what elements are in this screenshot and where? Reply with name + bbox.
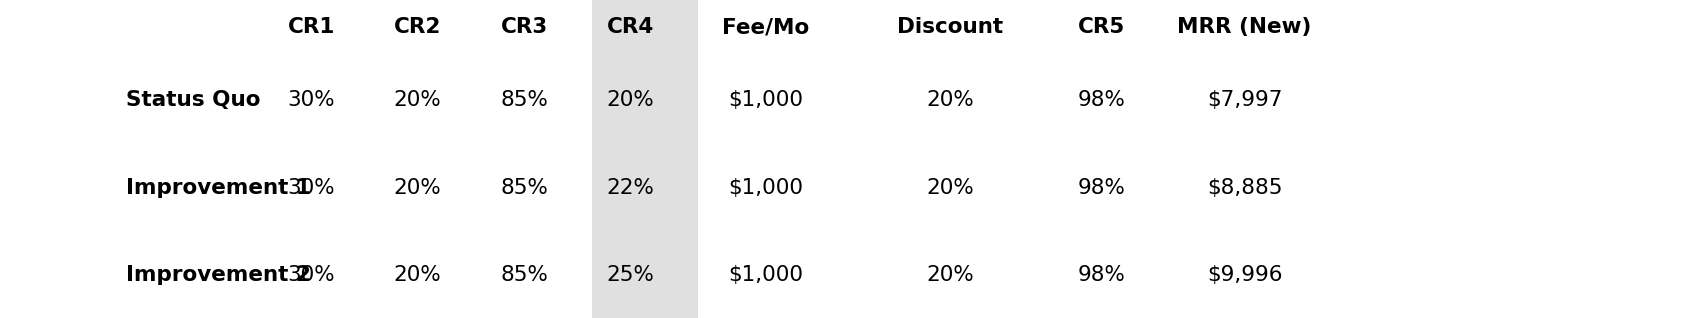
- Text: 20%: 20%: [927, 90, 974, 110]
- Text: Improvement 1: Improvement 1: [126, 178, 311, 197]
- Text: 20%: 20%: [607, 90, 654, 110]
- Text: 85%: 85%: [501, 178, 548, 197]
- Text: 30%: 30%: [288, 265, 335, 285]
- Text: 85%: 85%: [501, 265, 548, 285]
- Text: 85%: 85%: [501, 90, 548, 110]
- Text: Improvement 2: Improvement 2: [126, 265, 311, 285]
- Text: 20%: 20%: [394, 178, 441, 197]
- Text: $1,000: $1,000: [728, 265, 802, 285]
- Text: Fee/Mo: Fee/Mo: [722, 17, 809, 37]
- Bar: [592, 0, 698, 318]
- Text: 20%: 20%: [394, 90, 441, 110]
- Text: 20%: 20%: [927, 265, 974, 285]
- Text: 30%: 30%: [288, 90, 335, 110]
- Text: $1,000: $1,000: [728, 178, 802, 197]
- Text: $9,996: $9,996: [1208, 265, 1282, 285]
- Text: 25%: 25%: [607, 265, 654, 285]
- Text: CR2: CR2: [394, 17, 441, 37]
- Text: $1,000: $1,000: [728, 90, 802, 110]
- Text: 98%: 98%: [1078, 90, 1125, 110]
- Text: 22%: 22%: [607, 178, 654, 197]
- Text: MRR (New): MRR (New): [1177, 17, 1312, 37]
- Text: 20%: 20%: [394, 265, 441, 285]
- Text: 30%: 30%: [288, 178, 335, 197]
- Text: CR1: CR1: [288, 17, 335, 37]
- Text: Discount: Discount: [897, 17, 1004, 37]
- Text: $8,885: $8,885: [1208, 178, 1282, 197]
- Text: Status Quo: Status Quo: [126, 90, 261, 110]
- Text: 20%: 20%: [927, 178, 974, 197]
- Text: CR5: CR5: [1078, 17, 1125, 37]
- Text: 98%: 98%: [1078, 265, 1125, 285]
- Text: CR4: CR4: [607, 17, 654, 37]
- Text: 98%: 98%: [1078, 178, 1125, 197]
- Text: CR3: CR3: [501, 17, 548, 37]
- Text: $7,997: $7,997: [1208, 90, 1282, 110]
